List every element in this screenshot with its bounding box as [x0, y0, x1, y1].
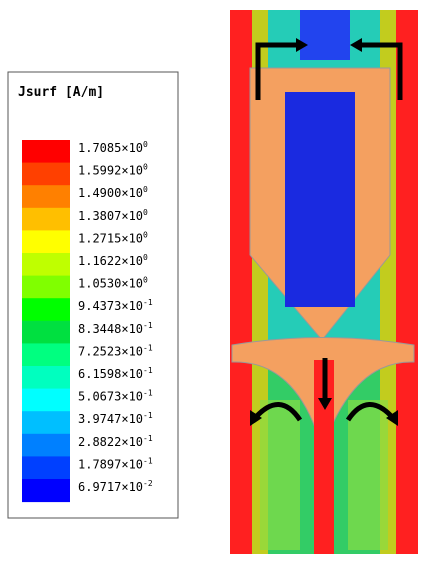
- legend-label: 1.4900×100: [78, 185, 148, 200]
- mantissa: 6.9717×10: [78, 480, 143, 494]
- mantissa: 6.1598×10: [78, 367, 143, 381]
- legend-label: 6.9717×10-2: [78, 479, 153, 494]
- color-swatch: [22, 298, 70, 322]
- exponent: 0: [143, 208, 148, 217]
- color-swatch: [22, 388, 70, 412]
- color-swatch: [22, 343, 70, 367]
- mantissa: 1.5992×10: [78, 164, 143, 178]
- mantissa: 1.0530×10: [78, 277, 143, 291]
- color-swatch: [22, 479, 70, 503]
- color-swatch: [22, 275, 70, 299]
- legend-label: 1.3807×100: [78, 208, 148, 223]
- mantissa: 9.4373×10: [78, 299, 143, 313]
- legend-label: 1.2715×100: [78, 230, 148, 245]
- legend-label: 8.3448×10-1: [78, 321, 153, 336]
- color-swatch: [22, 207, 70, 231]
- color-swatch: [22, 140, 70, 164]
- mantissa: 1.7897×10: [78, 457, 143, 471]
- legend-items: 1.7085×1001.5992×1001.4900×1001.3807×100…: [22, 140, 153, 503]
- mantissa: 8.3448×10: [78, 322, 143, 336]
- patch-center: [285, 92, 355, 307]
- exponent: -1: [143, 298, 153, 307]
- exponent: -2: [143, 479, 153, 488]
- legend-label: 1.7897×10-1: [78, 456, 153, 471]
- mantissa: 2.8822×10: [78, 435, 143, 449]
- exponent: 0: [143, 185, 148, 194]
- legend-label: 1.7085×100: [78, 140, 148, 155]
- color-swatch: [22, 411, 70, 435]
- legend-label: 9.4373×10-1: [78, 298, 153, 313]
- legend-label: 1.5992×100: [78, 163, 148, 178]
- exponent: 0: [143, 276, 148, 285]
- exponent: -1: [143, 366, 153, 375]
- edge-red: [396, 10, 418, 554]
- color-swatch: [22, 366, 70, 390]
- exponent: -1: [143, 411, 153, 420]
- color-swatch: [22, 320, 70, 344]
- mantissa: 5.0673×10: [78, 390, 143, 404]
- band: [348, 400, 388, 550]
- color-swatch: [22, 162, 70, 186]
- exponent: -1: [143, 434, 153, 443]
- legend-label: 5.0673×10-1: [78, 389, 153, 404]
- exponent: -1: [143, 321, 153, 330]
- legend-label: 6.1598×10-1: [78, 366, 153, 381]
- exponent: 0: [143, 140, 148, 149]
- mantissa: 1.3807×10: [78, 209, 143, 223]
- band: [260, 400, 300, 550]
- exponent: 0: [143, 230, 148, 239]
- color-swatch: [22, 230, 70, 254]
- legend-label: 7.2523×10-1: [78, 343, 153, 358]
- legend-label: 1.1622×100: [78, 253, 148, 268]
- mantissa: 1.7085×10: [78, 141, 143, 155]
- current-plot: [230, 10, 418, 554]
- exponent: -1: [143, 389, 153, 398]
- mantissa: 1.2715×10: [78, 231, 143, 245]
- exponent: -1: [143, 456, 153, 465]
- color-swatch: [22, 253, 70, 277]
- color-swatch: [22, 185, 70, 209]
- color-swatch: [22, 456, 70, 480]
- exponent: -1: [143, 343, 153, 352]
- legend-label: 2.8822×10-1: [78, 434, 153, 449]
- legend-label: 1.0530×100: [78, 276, 148, 291]
- legend-title: Jsurf [A/m]: [18, 85, 104, 100]
- edge-red: [230, 10, 252, 554]
- arrows: [253, 42, 403, 422]
- mantissa: 3.9747×10: [78, 412, 143, 426]
- exponent: 0: [143, 163, 148, 172]
- arrow-heads: [250, 38, 398, 426]
- mantissa: 1.1622×10: [78, 254, 143, 268]
- mantissa: 7.2523×10: [78, 344, 143, 358]
- legend-label: 3.9747×10-1: [78, 411, 153, 426]
- mantissa: 1.4900×10: [78, 186, 143, 200]
- exponent: 0: [143, 253, 148, 262]
- feed-line: [314, 360, 334, 554]
- top-blue: [300, 10, 350, 60]
- color-swatch: [22, 433, 70, 457]
